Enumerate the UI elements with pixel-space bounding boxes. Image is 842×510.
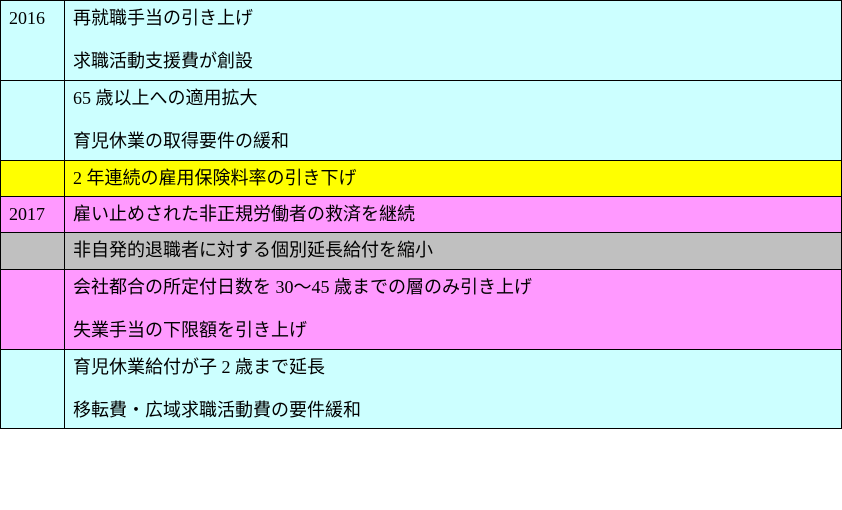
content-line: 雇い止めされた非正規労働者の救済を継続 bbox=[73, 203, 833, 226]
year-cell: 2016 bbox=[1, 1, 65, 81]
content-cell: 再就職手当の引き上げ 求職活動支援費が創設 bbox=[64, 1, 841, 81]
table-row: 2016 再就職手当の引き上げ 求職活動支援費が創設 bbox=[1, 1, 842, 81]
year-cell bbox=[1, 269, 65, 349]
year-cell: 2017 bbox=[1, 196, 65, 232]
table-row: 2017 雇い止めされた非正規労働者の救済を継続 bbox=[1, 196, 842, 232]
content-cell: 65 歳以上への適用拡大 育児休業の取得要件の緩和 bbox=[64, 80, 841, 160]
content-line: 育児休業の取得要件の緩和 bbox=[73, 130, 833, 153]
content-line: 非自発的退職者に対する個別延長給付を縮小 bbox=[73, 239, 833, 262]
content-cell: 非自発的退職者に対する個別延長給付を縮小 bbox=[64, 233, 841, 269]
content-line: 再就職手当の引き上げ bbox=[73, 7, 833, 30]
policy-table: 2016 再就職手当の引き上げ 求職活動支援費が創設 65 歳以上への適用拡大 … bbox=[0, 0, 842, 429]
year-text: 2016 bbox=[9, 8, 45, 28]
year-cell bbox=[1, 233, 65, 269]
content-line: 2 年連続の雇用保険料率の引き下げ bbox=[73, 167, 833, 190]
table-row: 2 年連続の雇用保険料率の引き下げ bbox=[1, 160, 842, 196]
content-line: 育児休業給付が子 2 歳まで延長 bbox=[73, 356, 833, 379]
table-row: 会社都合の所定付日数を 30～45 歳までの層のみ引き上げ 失業手当の下限額を引… bbox=[1, 269, 842, 349]
content-line: 求職活動支援費が創設 bbox=[73, 50, 833, 73]
content-line: 65 歳以上への適用拡大 bbox=[73, 87, 833, 110]
content-cell: 雇い止めされた非正規労働者の救済を継続 bbox=[64, 196, 841, 232]
content-line: 移転費・広域求職活動費の要件緩和 bbox=[73, 399, 833, 422]
content-line: 失業手当の下限額を引き上げ bbox=[73, 319, 833, 342]
table-row: 非自発的退職者に対する個別延長給付を縮小 bbox=[1, 233, 842, 269]
year-cell bbox=[1, 160, 65, 196]
content-cell: 会社都合の所定付日数を 30～45 歳までの層のみ引き上げ 失業手当の下限額を引… bbox=[64, 269, 841, 349]
content-cell: 2 年連続の雇用保険料率の引き下げ bbox=[64, 160, 841, 196]
year-text: 2017 bbox=[9, 204, 45, 224]
table-row: 育児休業給付が子 2 歳まで延長 移転費・広域求職活動費の要件緩和 bbox=[1, 349, 842, 429]
content-line: 会社都合の所定付日数を 30～45 歳までの層のみ引き上げ bbox=[73, 276, 833, 299]
table-row: 65 歳以上への適用拡大 育児休業の取得要件の緩和 bbox=[1, 80, 842, 160]
year-cell bbox=[1, 80, 65, 160]
table-body: 2016 再就職手当の引き上げ 求職活動支援費が創設 65 歳以上への適用拡大 … bbox=[1, 1, 842, 429]
year-cell bbox=[1, 349, 65, 429]
content-cell: 育児休業給付が子 2 歳まで延長 移転費・広域求職活動費の要件緩和 bbox=[64, 349, 841, 429]
